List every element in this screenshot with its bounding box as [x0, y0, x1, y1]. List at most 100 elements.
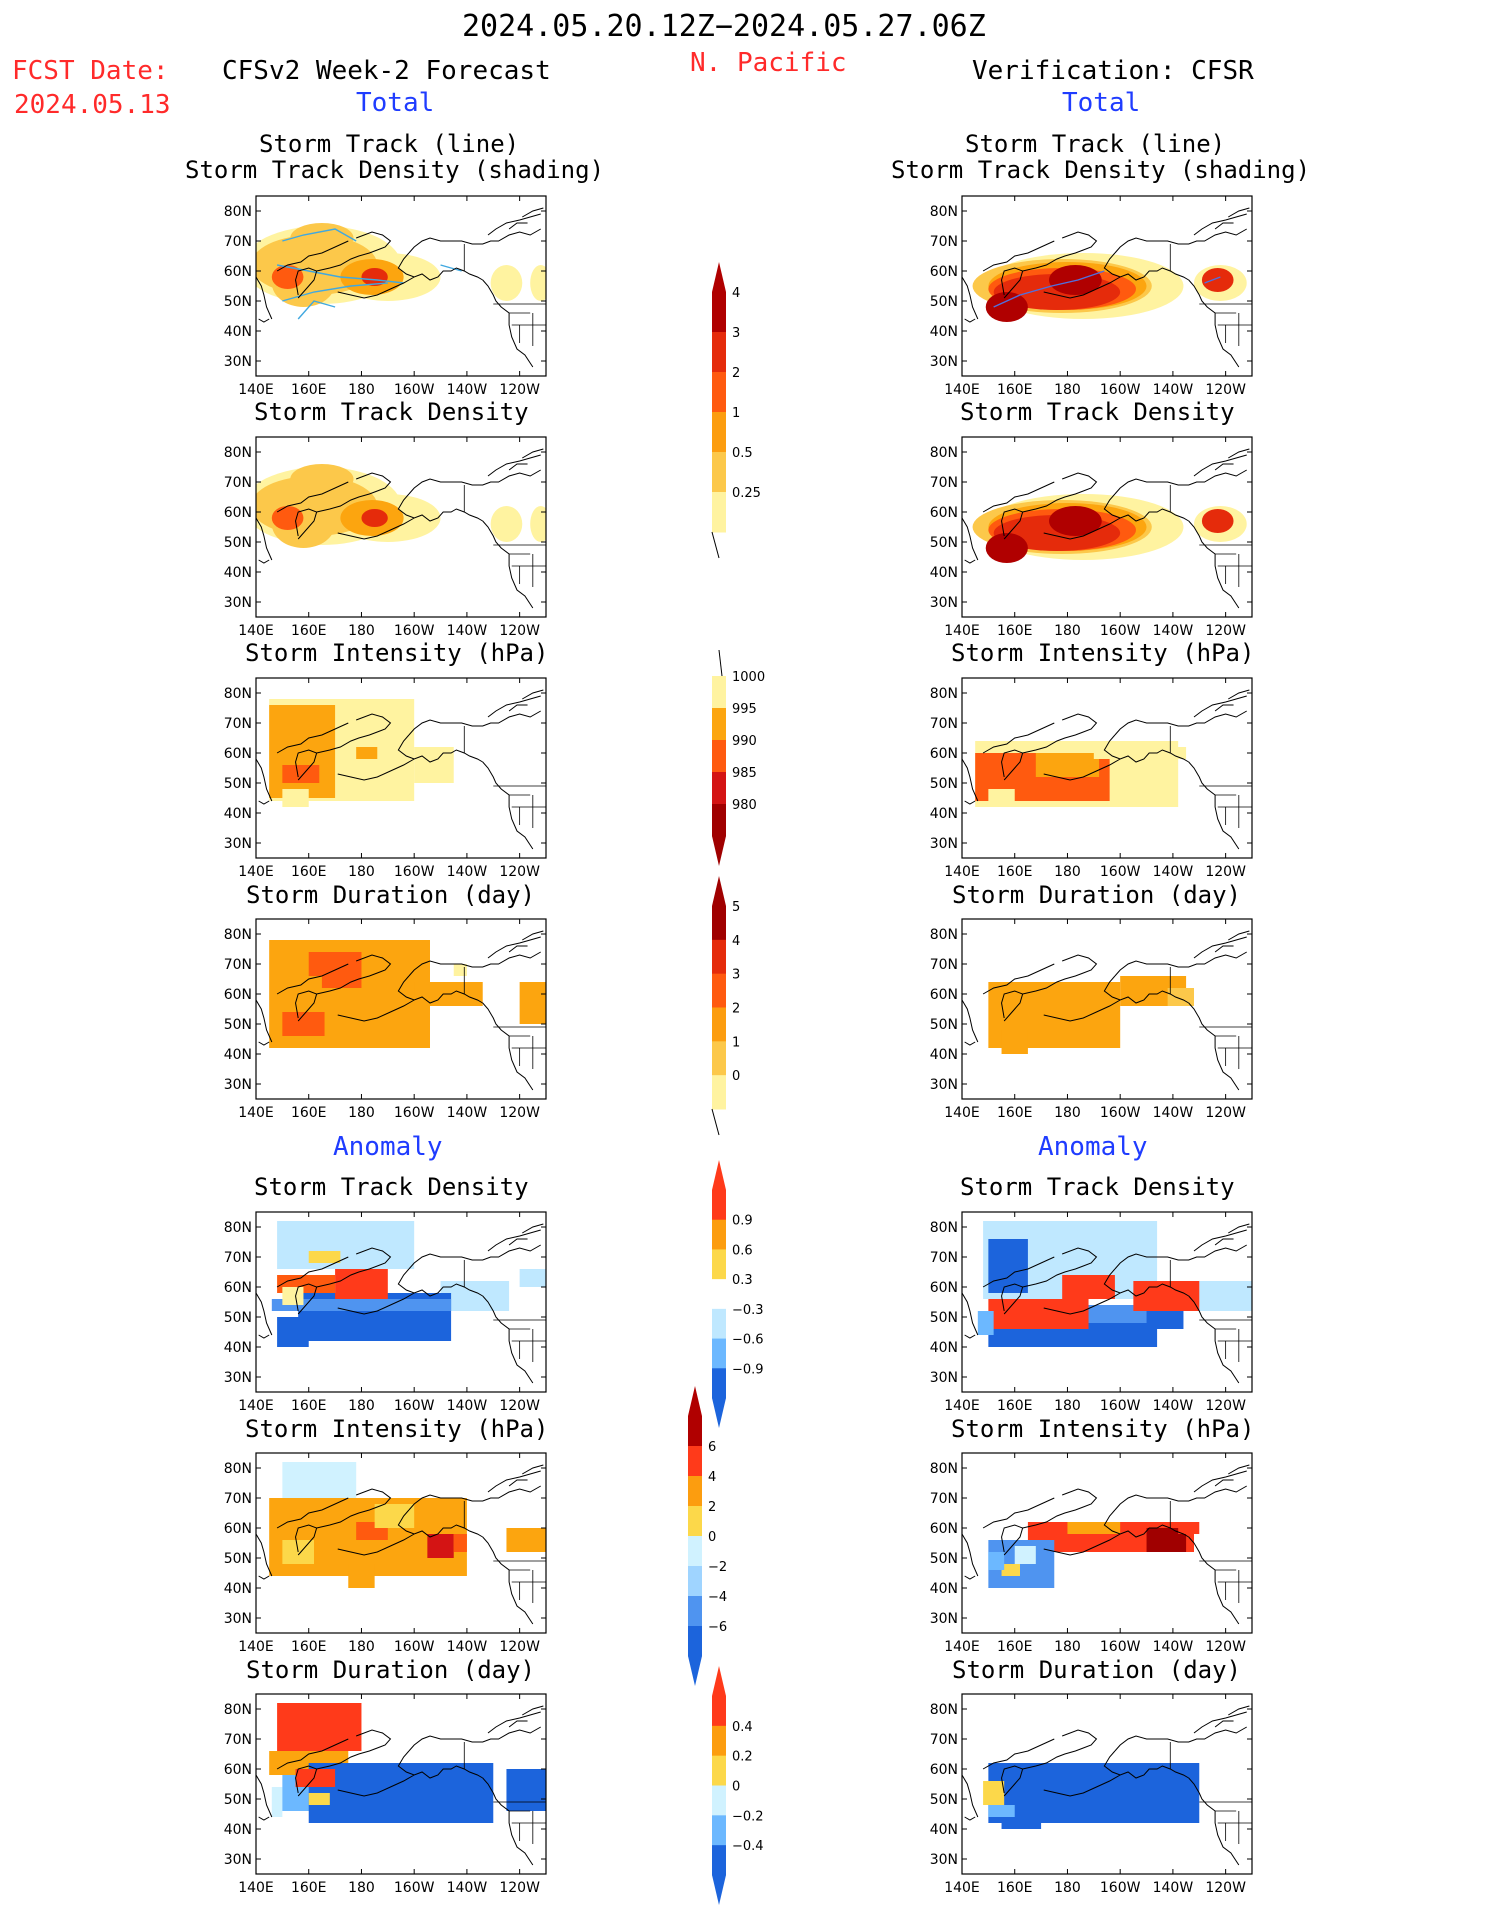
- lon-label: 140E: [944, 382, 980, 398]
- colorbar-label: 2: [732, 1002, 740, 1017]
- colorbar-swatch: [688, 1416, 702, 1447]
- title-anom-intensity-right: Storm Intensity (hPa): [951, 1415, 1255, 1443]
- colorbar-label: 3: [732, 326, 740, 341]
- lon-label: 140E: [944, 1880, 980, 1896]
- colorbar-label: 0.6: [732, 1243, 753, 1258]
- colorbar-swatch: [688, 1626, 702, 1657]
- lat-label: 40N: [930, 1047, 958, 1063]
- lon-label: 140W: [1153, 623, 1194, 639]
- lat-label: 70N: [224, 716, 252, 732]
- lon-label: 180: [348, 623, 375, 639]
- lat-label: 80N: [224, 1461, 252, 1477]
- map-duration-forecast: 80N 70N 60N 50N 40N 30N 140E 160E 180 160W 140W 120…: [222, 918, 552, 1123]
- lat-label: 70N: [930, 957, 958, 973]
- lat-label: 30N: [930, 1852, 958, 1868]
- lon-label: 140E: [238, 623, 274, 639]
- map-intensity-anomaly-forecast: 80N 70N 60N 50N 40N 30N 140E 160E 180 160W 140W 120…: [222, 1452, 552, 1657]
- lon-label: 160E: [291, 1398, 327, 1414]
- colorbar-label: 995: [732, 702, 757, 717]
- lat-label: 80N: [224, 1702, 252, 1718]
- lat-label: 60N: [224, 1762, 252, 1778]
- lon-label: 140E: [944, 1398, 980, 1414]
- colorbar-swatch: [712, 1785, 726, 1816]
- lat-label: 60N: [224, 505, 252, 521]
- colorbar-label: 980: [732, 798, 757, 813]
- lon-label: 160W: [394, 382, 435, 398]
- lat-label: 80N: [930, 686, 958, 702]
- lon-label: 180: [1054, 864, 1081, 880]
- lon-label: 160W: [1100, 864, 1141, 880]
- anomaly-label-right: Anomaly: [1038, 1132, 1148, 1162]
- lat-label: 30N: [930, 354, 958, 370]
- map-density-verification: 80N 70N 60N 50N 40N 30N 140E 160E 180 160W 140W 120…: [928, 436, 1258, 641]
- lon-label: 160E: [291, 1880, 327, 1896]
- lon-label: 160E: [997, 623, 1033, 639]
- colorbar-intensity-total: 1000 995 990 985 980: [712, 0, 772, 876]
- title-duration-left: Storm Duration (day): [246, 881, 535, 909]
- lon-label: 120W: [1205, 1398, 1246, 1414]
- lat-label: 40N: [930, 1340, 958, 1356]
- lat-label: 80N: [930, 1220, 958, 1236]
- colorbar-label: −0.2: [732, 1809, 764, 1824]
- lat-label: 70N: [224, 1250, 252, 1266]
- colorbar-label: 0.5: [732, 446, 753, 461]
- lon-label: 140W: [1153, 864, 1194, 880]
- colorbar-swatch: [712, 939, 726, 975]
- lon-label: 160W: [394, 864, 435, 880]
- lat-label: 70N: [930, 475, 958, 491]
- colorbar-swatch: [712, 906, 726, 941]
- lat-label: 60N: [930, 987, 958, 1003]
- colorbar-swatch: [712, 1075, 726, 1110]
- lat-label: 60N: [930, 505, 958, 521]
- lat-label: 60N: [224, 1280, 252, 1296]
- colorbar-swatch: [712, 1190, 726, 1221]
- lon-label: 160E: [997, 1880, 1033, 1896]
- lon-label: 140E: [238, 864, 274, 880]
- title-track-line-right: Storm Track (line): [965, 130, 1226, 158]
- colorbar-label: 0.25: [732, 486, 761, 501]
- colorbar-label: 4: [708, 1470, 716, 1485]
- lon-label: 160W: [1100, 382, 1141, 398]
- title-track-shading-left: Storm Track Density (shading): [185, 156, 605, 184]
- lat-label: 80N: [930, 927, 958, 943]
- colorbar-swatch: [712, 1007, 726, 1042]
- lon-label: 120W: [499, 1880, 540, 1896]
- lon-label: 160E: [291, 864, 327, 880]
- colorbar-label: 0: [732, 1069, 740, 1084]
- map-density-forecast: 80N 70N 60N 50N 40N 30N 140E 160E 180 160W 140W 120…: [222, 436, 552, 641]
- lon-label: 140E: [944, 623, 980, 639]
- lat-label: 80N: [930, 1702, 958, 1718]
- lon-label: 140W: [447, 1398, 488, 1414]
- lon-label: 120W: [1205, 382, 1246, 398]
- map-track-verification: 80N 70N 60N 50N 40N 30N 140E 160E 180 160W 140W 120…: [928, 195, 1258, 400]
- time-range-title: 2024.05.20.12Z−2024.05.27.06Z: [462, 9, 986, 44]
- lon-label: 180: [348, 1398, 375, 1414]
- lat-label: 60N: [224, 1521, 252, 1537]
- lat-label: 40N: [224, 1822, 252, 1838]
- lon-label: 140E: [944, 864, 980, 880]
- lon-label: 160W: [394, 1880, 435, 1896]
- colorbar-swatch: [712, 1845, 726, 1876]
- lon-label: 180: [1054, 1639, 1081, 1655]
- lat-label: 80N: [224, 686, 252, 702]
- lon-label: 120W: [1205, 1105, 1246, 1121]
- title-anom-duration-right: Storm Duration (day): [952, 1656, 1241, 1684]
- lon-label: 160E: [291, 1105, 327, 1121]
- colorbar-swatch: [712, 804, 726, 837]
- lon-label: 120W: [499, 1398, 540, 1414]
- colorbar-label: 1000: [732, 670, 765, 685]
- lat-label: 60N: [930, 1762, 958, 1778]
- map-intensity-anomaly-verification: 80N 70N 60N 50N 40N 30N 140E 160E 180 160W 140W 120…: [928, 1452, 1258, 1657]
- colorbar-label: −0.9: [732, 1362, 764, 1377]
- colorbar-swatch: [688, 1566, 702, 1597]
- lon-label: 160W: [394, 1398, 435, 1414]
- lon-label: 180: [348, 864, 375, 880]
- colorbar-swatch: [712, 1368, 726, 1399]
- title-intensity-right: Storm Intensity (hPa): [951, 639, 1255, 667]
- map-track-forecast: 80N 70N 60N 50N 40N 30N 140E 160E 180 160W 140W 120…: [222, 195, 552, 400]
- lon-label: 180: [1054, 1105, 1081, 1121]
- lat-label: 50N: [930, 1310, 958, 1326]
- lat-label: 40N: [224, 324, 252, 340]
- colorbar-label: 4: [732, 286, 740, 301]
- lon-label: 140E: [238, 1398, 274, 1414]
